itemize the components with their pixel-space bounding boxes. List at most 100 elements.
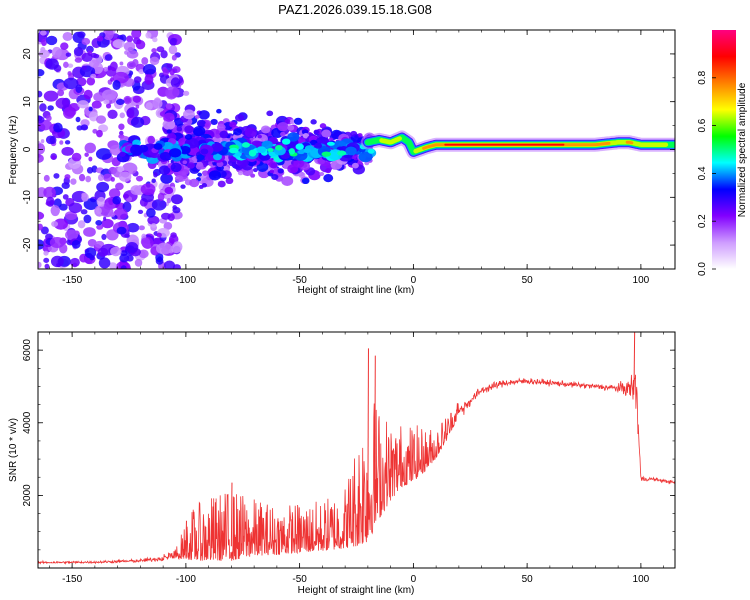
spectrogram-core-blob xyxy=(196,154,205,161)
snr-x-tick-label: 100 xyxy=(633,574,650,585)
spectrogram-noise-blob xyxy=(133,76,142,84)
spectrogram-noise-blob xyxy=(96,224,104,230)
spectrogram-noise-blob xyxy=(176,126,183,132)
spectrogram-noise-blob xyxy=(77,100,89,109)
spectrogram-noise-blob xyxy=(119,61,124,66)
spectrogram-noise-blob xyxy=(280,131,286,137)
spectrogram-noise-blob xyxy=(64,174,71,180)
spectrogram-hot-spot xyxy=(256,146,267,154)
spectrogram-noise-blob xyxy=(43,250,49,256)
spectrogram-noise-blob xyxy=(84,247,97,259)
spectrogram-noise-blob xyxy=(74,57,83,63)
spectrogram-noise-blob xyxy=(83,214,92,224)
spectrogram-noise-blob xyxy=(221,137,227,141)
spectrogram-noise-blob xyxy=(208,170,222,181)
spectrogram-noise-blob xyxy=(170,232,177,238)
spectrogram-noise-blob xyxy=(88,59,100,68)
spectrogram-signal-track xyxy=(360,130,675,159)
spectrogram-noise-blob xyxy=(225,177,234,185)
spectrogram-noise-blob xyxy=(43,186,56,199)
spectrogram-noise-blob xyxy=(88,106,93,112)
snr-series-line xyxy=(38,374,675,565)
spectrogram-noise-blob xyxy=(140,237,151,247)
spectrogram-noise-blob xyxy=(119,130,124,136)
spectrogram-noise-blob xyxy=(112,196,122,205)
spectrogram-noise-blob xyxy=(88,156,93,162)
spectrogram-noise-blob xyxy=(81,37,91,46)
spectrogram-noise-blob xyxy=(75,116,81,123)
spectrogram-hot-spot xyxy=(275,144,283,151)
spectrogram-noise-blob xyxy=(95,207,102,215)
spectrogram-noise-blob xyxy=(46,35,58,46)
spectrogram-noise-blob xyxy=(184,125,194,134)
colorbar-label: Normalized spectral amplitude xyxy=(737,82,748,217)
spectrogram-noise-blob xyxy=(134,258,143,267)
spectrogram-noise-blob xyxy=(64,211,78,221)
spectrogram-noise-blob xyxy=(287,124,295,131)
spectrogram-noise-blob xyxy=(76,77,87,87)
spectrogram-noise-blob xyxy=(96,181,110,193)
spectrogram-noise-blob xyxy=(118,171,132,182)
spectrogram-noise-blob xyxy=(77,220,86,229)
spectrogram-noise-blob xyxy=(364,161,370,166)
spectrogram-noise-blob xyxy=(65,229,79,241)
spectrogram-noise-blob xyxy=(68,202,83,214)
spectrogram-noise-blob xyxy=(151,178,156,184)
spectrogram-hot-spot xyxy=(321,151,332,157)
spectrogram-noise-blob xyxy=(126,222,140,233)
spectrogram-x-ticks: -150 -100 -50 0 50 100 xyxy=(49,30,664,286)
spectrogram-noise-blob xyxy=(168,237,175,244)
spectrogram-noise-blob xyxy=(90,73,97,79)
spectrogram-noise-blob xyxy=(151,48,157,54)
spectrogram-noise-blob xyxy=(163,221,173,230)
spectrogram-core-blob xyxy=(345,146,357,156)
spectrogram-noise-blob xyxy=(210,118,218,126)
spectrogram-hot-spot xyxy=(288,148,295,155)
spectrogram-noise-blob xyxy=(196,119,206,128)
spectrogram-noise-blob xyxy=(165,103,173,110)
spectrogram-noise-blob xyxy=(103,99,110,105)
colorbar-ticks: 0.0 0.2 0.4 0.6 0.8 xyxy=(697,70,716,276)
spectrogram-hot-spot xyxy=(297,149,305,155)
spectrogram-noise-blob xyxy=(162,68,170,76)
spectrogram-noise-blob xyxy=(105,66,117,77)
colorbar-bar xyxy=(712,30,736,269)
spectrogram-noise-blob xyxy=(115,182,124,191)
spectrogram-noise-blob xyxy=(83,227,96,237)
snr-x-tick-label: -50 xyxy=(292,574,307,585)
spectrogram-noise-blob xyxy=(257,134,262,139)
spectrogram-y-tick-label: -10 xyxy=(22,190,33,205)
spectrogram-noise-blob xyxy=(62,194,69,200)
spectrogram-noise-blob xyxy=(156,232,162,238)
colorbar-tick-label: 0.6 xyxy=(697,118,708,132)
spectrogram-noise-blob xyxy=(55,97,70,109)
spectrogram-noise-blob xyxy=(97,174,104,181)
spectrogram-x-tick-label: 50 xyxy=(522,275,534,286)
spectrogram-noise-blob xyxy=(195,163,204,170)
spectrogram-core-blob xyxy=(358,151,373,163)
spectrogram-noise-blob xyxy=(83,89,93,100)
spectrogram-xlabel: Height of straight line (km) xyxy=(298,285,415,296)
snr-frame xyxy=(37,331,676,569)
spectrogram-noise-blob xyxy=(277,168,284,174)
spectrogram-noise-blob xyxy=(125,241,139,253)
spectrogram-noise-blob xyxy=(180,184,186,189)
spectrogram-noise-blob xyxy=(357,133,363,138)
spectrogram-noise-blob xyxy=(166,197,172,204)
spectrogram-hot-spot xyxy=(267,147,274,153)
spectrogram-noise-blob xyxy=(256,162,269,172)
spectrogram-y-ticks: -20 -10 0 10 20 xyxy=(22,29,675,270)
spectrogram-hot-spot xyxy=(295,143,304,150)
spectrogram-noise-blob xyxy=(108,188,121,199)
spectrogram-noise-blob xyxy=(302,133,310,139)
spectrogram-noise-blob xyxy=(138,225,145,231)
spectrogram-noise-blob xyxy=(166,129,172,134)
spectrogram-noise-blob xyxy=(152,37,158,43)
spectrogram-noise-blob xyxy=(102,89,118,101)
spectrogram-noise-blob xyxy=(94,240,105,249)
spectrogram-noise-blob xyxy=(41,38,48,46)
snr-y-tick-label: 2000 xyxy=(22,484,33,507)
spectrogram-noise-blob xyxy=(293,117,303,125)
spectrogram-core-blob xyxy=(184,133,193,140)
